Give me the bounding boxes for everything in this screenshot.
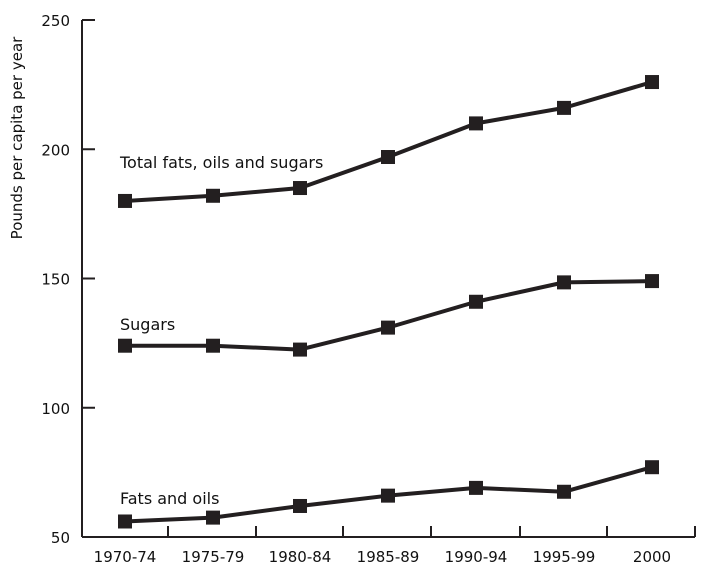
- data-point: [293, 181, 307, 196]
- x-tick-label: 1995-99: [533, 548, 596, 566]
- data-point: [645, 460, 659, 475]
- x-tick-label: 1980-84: [269, 548, 332, 566]
- data-point: [557, 484, 571, 499]
- data-point: [206, 188, 220, 203]
- data-point: [469, 116, 483, 131]
- data-point: [293, 342, 307, 357]
- data-point: [557, 275, 571, 290]
- y-tick-label: 250: [41, 12, 70, 30]
- y-axis-title: Pounds per capita per year: [8, 36, 26, 239]
- data-point: [118, 193, 132, 208]
- data-point: [469, 480, 483, 495]
- x-tick-label: 2000: [633, 548, 671, 566]
- data-point: [381, 488, 395, 503]
- y-tick-label: 200: [41, 141, 70, 159]
- data-point: [381, 150, 395, 165]
- axes: 50 100 150 200 250 1970-74 1975-79 1980-84 1985-…: [8, 12, 696, 566]
- x-tick-label: 1975-79: [182, 548, 245, 566]
- y-tick-label: 150: [41, 271, 70, 289]
- data-point: [469, 294, 483, 309]
- series-line: [125, 279, 653, 352]
- x-tick-label: 1985-89: [357, 548, 420, 566]
- data-point: [381, 320, 395, 335]
- data-point: [557, 100, 571, 115]
- data-point: [645, 274, 659, 289]
- data-point: [293, 498, 307, 513]
- data-point: [206, 510, 220, 525]
- data-point: [118, 338, 132, 353]
- series-layer: [118, 75, 659, 529]
- series-label: Fats and oils: [120, 489, 219, 508]
- data-point: [118, 514, 132, 529]
- series-label: Sugars: [120, 315, 175, 334]
- data-point: [645, 75, 659, 90]
- series-line: [124, 80, 653, 203]
- x-tick-label: 1970-74: [94, 548, 157, 566]
- x-tick-label: 1990-94: [445, 548, 508, 566]
- labels-layer: Total fats, oils and sugars Sugars Fats an…: [119, 153, 323, 508]
- series-label: Total fats, oils and sugars: [119, 153, 323, 172]
- data-point: [206, 338, 220, 353]
- y-tick-label: 100: [41, 400, 70, 418]
- y-tick-label: 50: [51, 529, 70, 547]
